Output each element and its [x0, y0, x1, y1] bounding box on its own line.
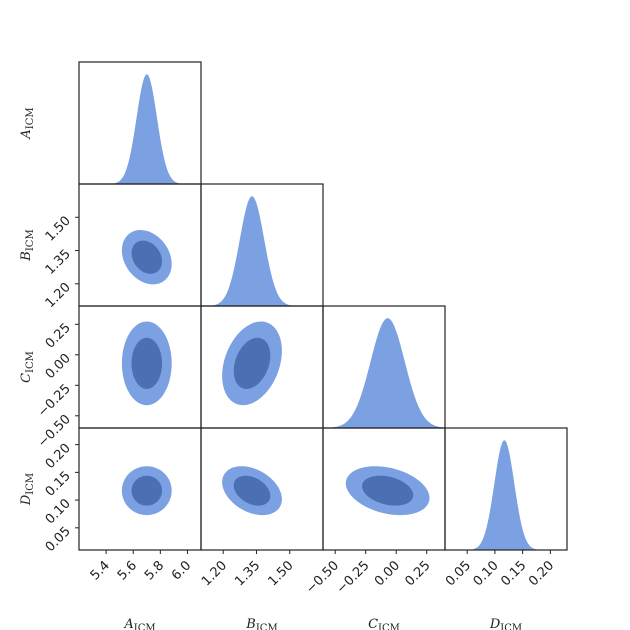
x-axis-label-C: CICM — [368, 617, 400, 630]
marginal-B-density — [201, 196, 323, 306]
x-tick-label-B: 1.20 — [199, 558, 230, 589]
marginal-D-density — [445, 440, 567, 550]
x-tick-label-D: 0.10 — [471, 558, 502, 589]
contour-A-C-inner — [131, 337, 163, 389]
contour-C-D-inner — [362, 475, 414, 506]
x-axis-label-D: DICM — [489, 617, 522, 630]
y-axis-label-C: CICM — [19, 351, 36, 383]
x-tick-label-A: 5.6 — [115, 558, 140, 583]
x-tick-label-D: 0.15 — [498, 558, 529, 589]
marginal-C-density — [323, 318, 445, 428]
contour-B-C-inner — [233, 337, 271, 389]
x-tick-label-A: 5.8 — [142, 558, 167, 583]
y-tick-label-B: 1.35 — [43, 247, 74, 278]
y-tick-label-D: 0.15 — [43, 469, 74, 500]
y-tick-label-B: 1.20 — [43, 280, 74, 311]
x-tick-label-B: 1.50 — [265, 558, 296, 589]
contour-B-D-inner — [233, 475, 271, 506]
x-tick-label-C: 0.25 — [402, 558, 433, 589]
y-tick-label-D: 0.05 — [43, 524, 74, 555]
y-tick-label-C: 0.00 — [43, 351, 74, 382]
y-tick-label-C: −0.25 — [35, 382, 74, 421]
y-tick-label-B: 1.50 — [43, 213, 74, 244]
x-tick-label-C: 0.00 — [372, 558, 403, 589]
x-tick-label-C: −0.50 — [303, 558, 342, 597]
x-axis-label-A: AICM — [123, 617, 155, 630]
x-tick-label-A: 6.0 — [169, 558, 194, 583]
marginal-A-density — [79, 74, 201, 184]
y-axis-label-B: BICM — [19, 229, 36, 261]
contour-A-D-inner — [131, 475, 163, 506]
x-axis-label-B: BICM — [245, 617, 277, 630]
y-tick-label-C: 0.25 — [43, 321, 74, 352]
x-tick-label-D: 0.20 — [526, 558, 557, 589]
x-tick-label-D: 0.05 — [443, 558, 474, 589]
y-tick-label-D: 0.10 — [43, 496, 74, 527]
y-tick-label-C: −0.50 — [35, 412, 74, 451]
y-axis-label-D: DICM — [19, 473, 36, 506]
y-axis-label-A: AICM — [19, 107, 36, 139]
x-tick-label-C: −0.25 — [334, 558, 373, 597]
panel-D-D-frame — [444, 427, 568, 551]
contour-A-B-inner — [131, 240, 163, 274]
x-tick-label-A: 5.4 — [88, 558, 113, 583]
x-tick-label-B: 1.35 — [232, 558, 263, 589]
